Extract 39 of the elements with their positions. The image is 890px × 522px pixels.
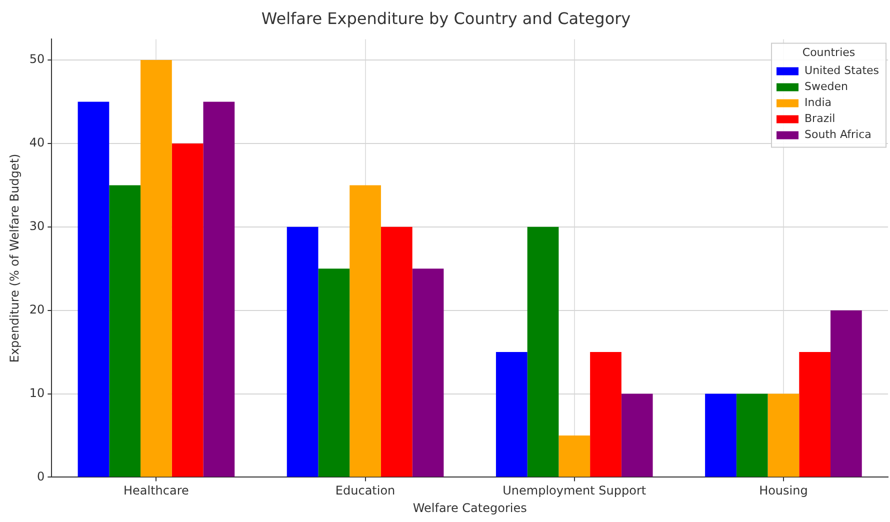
legend-title: Countries xyxy=(802,46,856,60)
y-tick-label: 30 xyxy=(29,219,45,234)
y-tick-label: 20 xyxy=(29,302,45,316)
chart-title: Welfare Expenditure by Country and Category xyxy=(261,8,631,28)
y-axis-title: Expenditure (% of Welfare Budget) xyxy=(7,154,22,363)
bar xyxy=(705,394,736,477)
bar xyxy=(286,226,318,477)
legend-label: India xyxy=(804,96,832,110)
bar xyxy=(621,394,653,477)
bar xyxy=(109,185,141,477)
x-tick-label: Healthcare xyxy=(124,484,189,498)
x-tick-label: Housing xyxy=(759,484,808,498)
bar xyxy=(318,268,350,477)
legend-label: United States xyxy=(804,64,880,78)
legend-label: Sweden xyxy=(804,80,848,94)
bar xyxy=(590,352,622,477)
bar xyxy=(380,226,412,477)
bar xyxy=(78,102,110,477)
y-tick-label: 50 xyxy=(29,52,45,66)
bar xyxy=(203,102,235,477)
bar xyxy=(527,226,559,477)
bar xyxy=(736,394,768,477)
bar xyxy=(172,143,204,477)
x-tick-label: Unemployment Support xyxy=(502,484,646,498)
y-tick-label: 0 xyxy=(37,469,45,484)
bar xyxy=(350,185,381,477)
legend-label: Brazil xyxy=(804,112,836,126)
bar xyxy=(412,268,444,477)
bar xyxy=(768,394,800,477)
bar xyxy=(496,352,528,477)
y-tick-label: 10 xyxy=(29,386,45,400)
x-axis-title: Welfare Categories xyxy=(412,500,527,515)
bar xyxy=(558,435,590,477)
legend-label: South Africa xyxy=(804,128,872,142)
bar xyxy=(140,60,172,477)
bar xyxy=(830,310,862,477)
x-tick-label: Education xyxy=(335,484,396,498)
y-tick-label: 40 xyxy=(29,136,45,150)
bar xyxy=(799,352,831,477)
